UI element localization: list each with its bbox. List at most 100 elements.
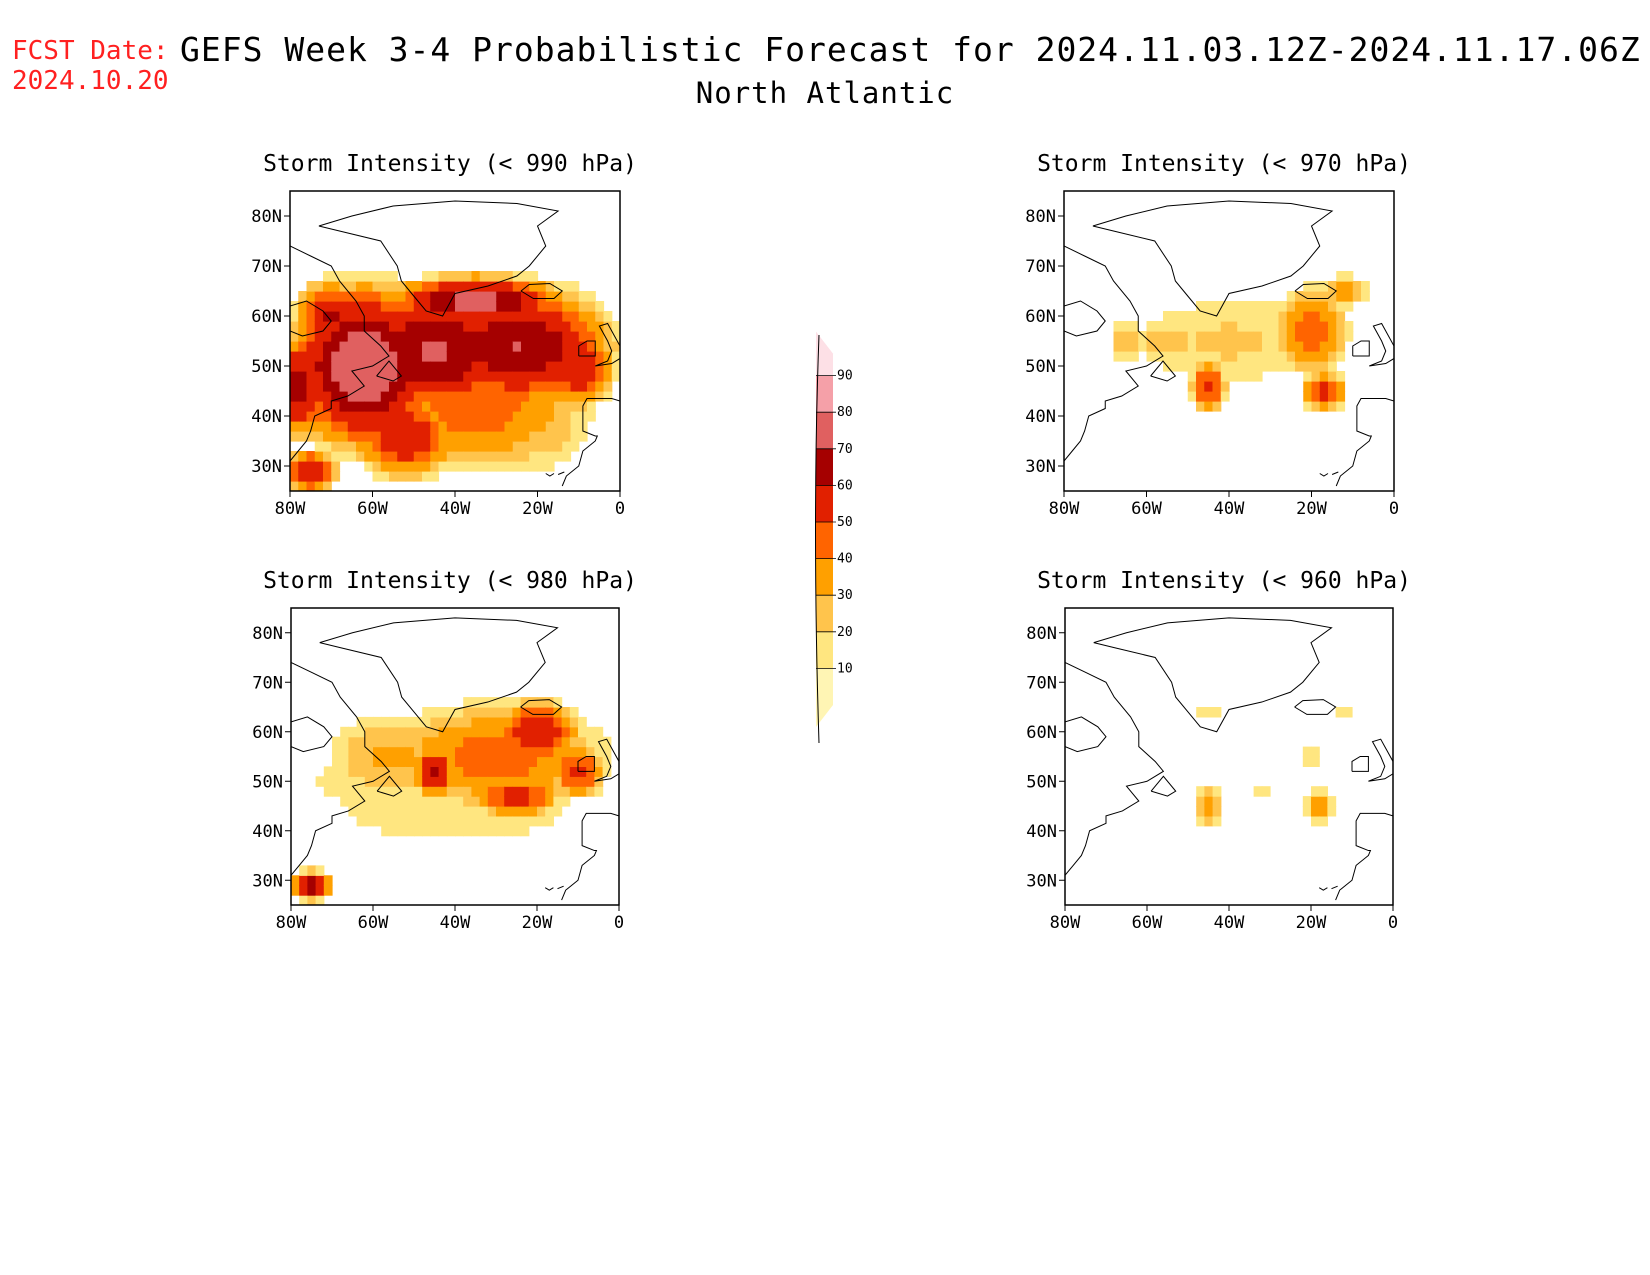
probability-cell	[364, 776, 374, 787]
probability-cell	[496, 381, 506, 392]
probability-cell	[1245, 311, 1255, 322]
probability-cell	[471, 697, 481, 708]
probability-cell	[446, 441, 456, 452]
probability-cell	[331, 421, 341, 432]
probability-cell	[562, 401, 572, 412]
probability-cell	[389, 806, 399, 817]
x-tick-label: 80W	[275, 499, 306, 519]
probability-cell	[364, 806, 374, 817]
probability-cell	[545, 291, 555, 302]
x-tick-label: 0	[1389, 499, 1399, 519]
probability-cell	[1237, 301, 1247, 312]
probability-cell	[496, 311, 506, 322]
probability-cell	[1212, 815, 1222, 827]
probability-cell	[586, 736, 595, 748]
probability-cell	[290, 421, 299, 432]
probability-cell	[545, 331, 555, 342]
probability-cell	[1146, 351, 1156, 362]
probability-cell	[446, 281, 456, 292]
probability-cell	[397, 815, 407, 827]
probability-cell	[332, 736, 341, 748]
colorbar-label: 30	[837, 588, 853, 603]
probability-cell	[1130, 351, 1139, 362]
colorbar-swatch	[816, 331, 833, 376]
probability-cell	[455, 815, 464, 827]
probability-cell	[1204, 301, 1214, 312]
probability-cell	[512, 726, 522, 738]
probability-cell	[455, 776, 464, 787]
probability-cell	[332, 776, 341, 787]
probability-cell	[1336, 301, 1346, 312]
probability-cell	[570, 291, 580, 302]
probability-cell	[314, 421, 324, 432]
probability-cell	[356, 451, 365, 462]
probability-cell	[405, 431, 415, 442]
probability-cell	[496, 726, 505, 738]
probability-cell	[389, 321, 398, 332]
probability-cell	[455, 786, 464, 797]
probability-cell	[372, 471, 382, 482]
probability-cell	[529, 311, 539, 322]
probability-cell	[521, 391, 530, 402]
probability-cell	[455, 311, 464, 322]
probability-cell	[528, 806, 538, 817]
probability-cell	[380, 421, 390, 432]
probability-cell	[347, 361, 357, 372]
probability-cell	[1262, 351, 1271, 362]
probability-cell	[1187, 391, 1197, 402]
probability-cell	[430, 441, 440, 452]
probability-cell	[586, 786, 595, 797]
probability-cell	[1229, 341, 1238, 352]
y-tick-label: 50N	[252, 772, 283, 792]
probability-cell	[504, 697, 513, 708]
probability-cell	[347, 401, 357, 412]
probability-cell	[504, 746, 513, 758]
probability-cell	[569, 746, 579, 758]
probability-cell	[1130, 331, 1139, 342]
probability-cell	[290, 341, 299, 352]
probability-cell	[479, 421, 489, 432]
probability-cell	[1245, 331, 1255, 342]
probability-cell	[578, 361, 588, 372]
probability-cell	[430, 825, 440, 837]
probability-cell	[569, 786, 579, 797]
probability-cell	[578, 331, 588, 342]
probability-cell	[397, 431, 407, 442]
probability-cell	[314, 331, 324, 342]
probability-cell	[364, 766, 374, 777]
probability-cell	[496, 301, 506, 312]
probability-cell	[504, 806, 513, 817]
probability-cell	[463, 401, 473, 412]
probability-cell	[463, 726, 472, 738]
probability-cell	[512, 421, 522, 432]
probability-cell	[339, 401, 349, 412]
coastline	[561, 812, 619, 901]
probability-cell	[545, 441, 555, 452]
probability-cell	[347, 281, 357, 292]
probability-cell	[364, 421, 374, 432]
probability-cell	[331, 311, 341, 322]
probability-cell	[347, 431, 357, 442]
probability-cell	[1113, 331, 1123, 342]
probability-cell	[364, 411, 374, 422]
probability-cell	[414, 776, 423, 787]
probability-cell	[569, 766, 579, 777]
probability-cell	[430, 311, 440, 322]
probability-cell	[1286, 341, 1296, 352]
probability-cell	[306, 471, 316, 482]
probability-cell	[496, 796, 505, 807]
probability-cell	[529, 331, 539, 342]
fcst-date-block: FCST Date: 2024.10.20	[12, 36, 169, 96]
probability-cell	[323, 421, 332, 432]
probability-cell	[307, 895, 317, 905]
probability-cell	[356, 331, 365, 342]
probability-cell	[331, 301, 341, 312]
probability-cell	[1171, 351, 1181, 362]
probability-cell	[438, 291, 448, 302]
coastline	[595, 322, 620, 367]
probability-cell	[529, 391, 539, 402]
probability-cell	[512, 746, 522, 758]
probability-cell	[323, 391, 332, 402]
probability-cell	[520, 815, 530, 827]
probability-cell	[430, 716, 440, 728]
